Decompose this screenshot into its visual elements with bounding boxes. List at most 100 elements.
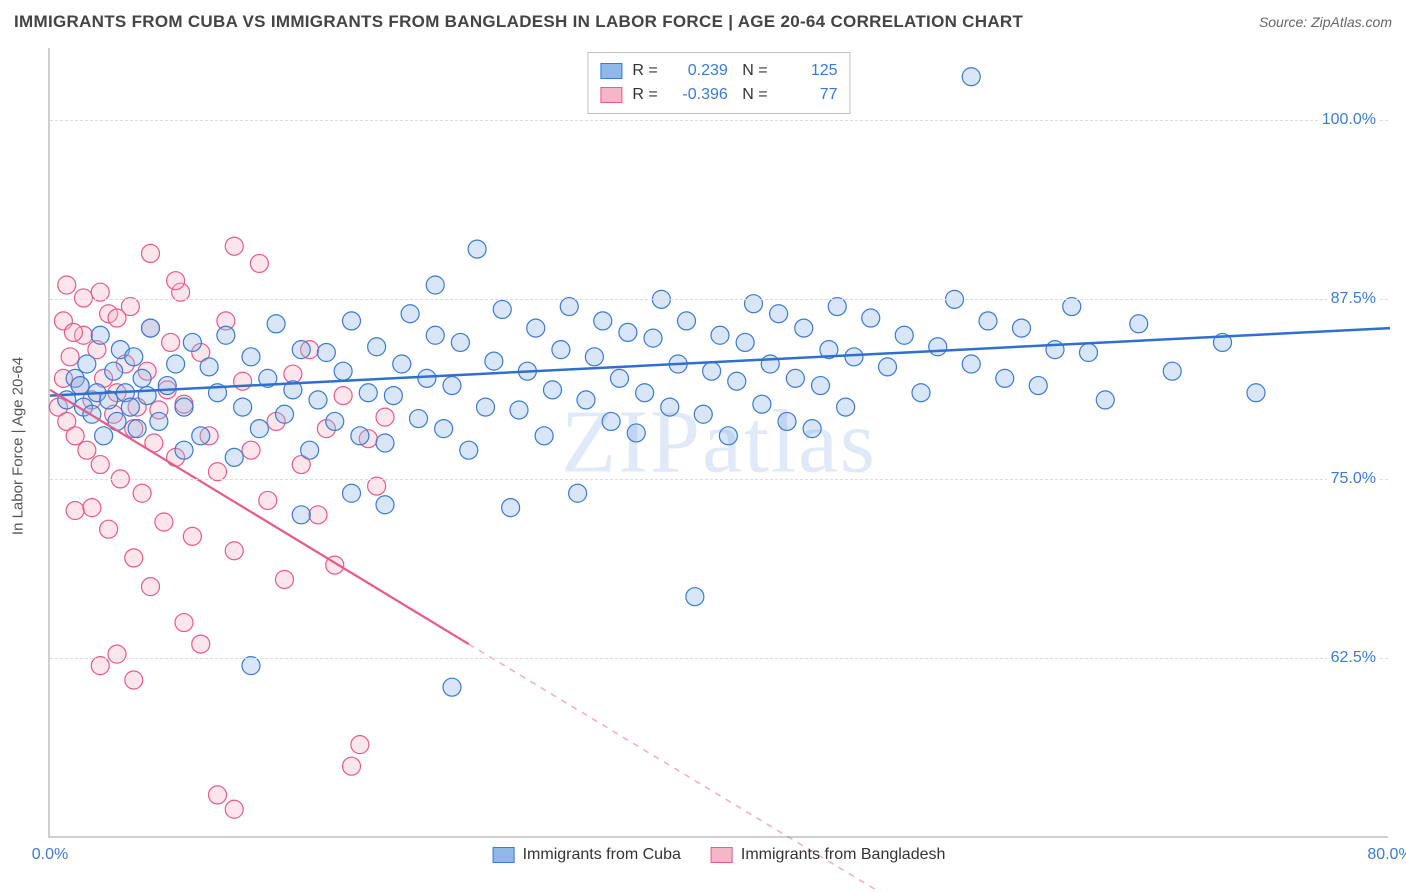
- data-point-bangladesh: [142, 244, 160, 262]
- data-point-cuba: [71, 377, 89, 395]
- data-point-cuba: [376, 434, 394, 452]
- series-legend: Immigrants from Cuba Immigrants from Ban…: [493, 846, 946, 864]
- data-point-cuba: [91, 326, 109, 344]
- data-point-cuba: [217, 326, 235, 344]
- data-point-bangladesh: [78, 441, 96, 459]
- data-point-bangladesh: [100, 520, 118, 538]
- data-point-cuba: [225, 448, 243, 466]
- data-point-cuba: [1163, 362, 1181, 380]
- n-value-bangladesh: 77: [778, 83, 838, 107]
- r-label: R =: [632, 83, 657, 107]
- data-point-bangladesh: [343, 757, 361, 775]
- data-point-cuba: [351, 427, 369, 445]
- r-value-cuba: 0.239: [668, 59, 728, 83]
- data-point-cuba: [786, 369, 804, 387]
- data-point-bangladesh: [125, 549, 143, 567]
- data-point-bangladesh: [167, 272, 185, 290]
- data-point-bangladesh: [309, 506, 327, 524]
- data-point-cuba: [1046, 341, 1064, 359]
- data-point-cuba: [368, 338, 386, 356]
- data-point-cuba: [753, 395, 771, 413]
- data-point-cuba: [460, 441, 478, 459]
- data-point-cuba: [477, 398, 495, 416]
- data-point-cuba: [326, 412, 344, 430]
- y-axis-title: In Labor Force | Age 20-64: [10, 357, 27, 535]
- data-point-cuba: [401, 305, 419, 323]
- data-point-cuba: [192, 427, 210, 445]
- data-point-cuba: [544, 381, 562, 399]
- source-attribution: Source: ZipAtlas.com: [1259, 14, 1392, 30]
- data-point-cuba: [105, 362, 123, 380]
- gridline: [50, 120, 1388, 121]
- data-point-cuba: [929, 338, 947, 356]
- data-point-bangladesh: [75, 289, 93, 307]
- data-point-cuba: [426, 326, 444, 344]
- data-point-cuba: [376, 496, 394, 514]
- data-point-cuba: [577, 391, 595, 409]
- y-tick-label: 75.0%: [1327, 470, 1380, 488]
- data-point-cuba: [1096, 391, 1114, 409]
- legend-item-bangladesh: Immigrants from Bangladesh: [711, 846, 946, 864]
- data-point-cuba: [703, 362, 721, 380]
- y-tick-label: 100.0%: [1318, 111, 1380, 129]
- data-point-cuba: [426, 276, 444, 294]
- data-point-cuba: [627, 424, 645, 442]
- legend-row-cuba: R = 0.239 N = 125: [600, 59, 837, 83]
- data-point-cuba: [95, 427, 113, 445]
- data-point-cuba: [686, 588, 704, 606]
- data-point-cuba: [502, 499, 520, 517]
- data-point-cuba: [317, 344, 335, 362]
- data-point-bangladesh: [64, 323, 82, 341]
- data-point-cuba: [1029, 377, 1047, 395]
- data-point-bangladesh: [58, 276, 76, 294]
- data-point-cuba: [996, 369, 1014, 387]
- n-label: N =: [738, 83, 768, 107]
- data-point-cuba: [443, 678, 461, 696]
- correlation-legend: R = 0.239 N = 125 R = -0.396 N = 77: [587, 52, 850, 114]
- data-point-bangladesh: [250, 254, 268, 272]
- data-point-cuba: [770, 305, 788, 323]
- r-label: R =: [632, 59, 657, 83]
- data-point-bangladesh: [192, 635, 210, 653]
- data-point-bangladesh: [133, 484, 151, 502]
- x-tick-label: 80.0%: [1367, 846, 1406, 864]
- data-point-cuba: [309, 391, 327, 409]
- swatch-cuba: [600, 63, 622, 79]
- swatch-bangladesh: [600, 87, 622, 103]
- n-value-cuba: 125: [778, 59, 838, 83]
- data-point-cuba: [343, 312, 361, 330]
- data-point-bangladesh: [125, 671, 143, 689]
- x-tick-label: 0.0%: [32, 846, 68, 864]
- y-tick-label: 62.5%: [1327, 649, 1380, 667]
- data-point-cuba: [128, 420, 146, 438]
- data-point-cuba: [962, 355, 980, 373]
- data-point-cuba: [343, 484, 361, 502]
- data-point-cuba: [812, 377, 830, 395]
- data-point-cuba: [175, 441, 193, 459]
- data-point-cuba: [803, 420, 821, 438]
- data-point-cuba: [468, 240, 486, 258]
- data-point-cuba: [979, 312, 997, 330]
- data-point-bangladesh: [162, 333, 180, 351]
- data-point-cuba: [443, 377, 461, 395]
- data-point-cuba: [661, 398, 679, 416]
- data-point-cuba: [418, 369, 436, 387]
- data-point-cuba: [1013, 319, 1031, 337]
- data-point-cuba: [78, 355, 96, 373]
- legend-label-bangladesh: Immigrants from Bangladesh: [741, 846, 946, 864]
- r-value-bangladesh: -0.396: [668, 83, 728, 107]
- data-point-bangladesh: [83, 499, 101, 517]
- data-point-cuba: [719, 427, 737, 445]
- data-point-bangladesh: [242, 441, 260, 459]
- data-point-bangladesh: [61, 348, 79, 366]
- data-point-cuba: [837, 398, 855, 416]
- data-point-cuba: [1130, 315, 1148, 333]
- data-point-cuba: [569, 484, 587, 502]
- data-point-cuba: [862, 309, 880, 327]
- data-point-cuba: [121, 398, 139, 416]
- data-point-cuba: [167, 355, 185, 373]
- data-point-cuba: [535, 427, 553, 445]
- data-point-bangladesh: [66, 502, 84, 520]
- data-point-cuba: [611, 369, 629, 387]
- data-point-cuba: [242, 348, 260, 366]
